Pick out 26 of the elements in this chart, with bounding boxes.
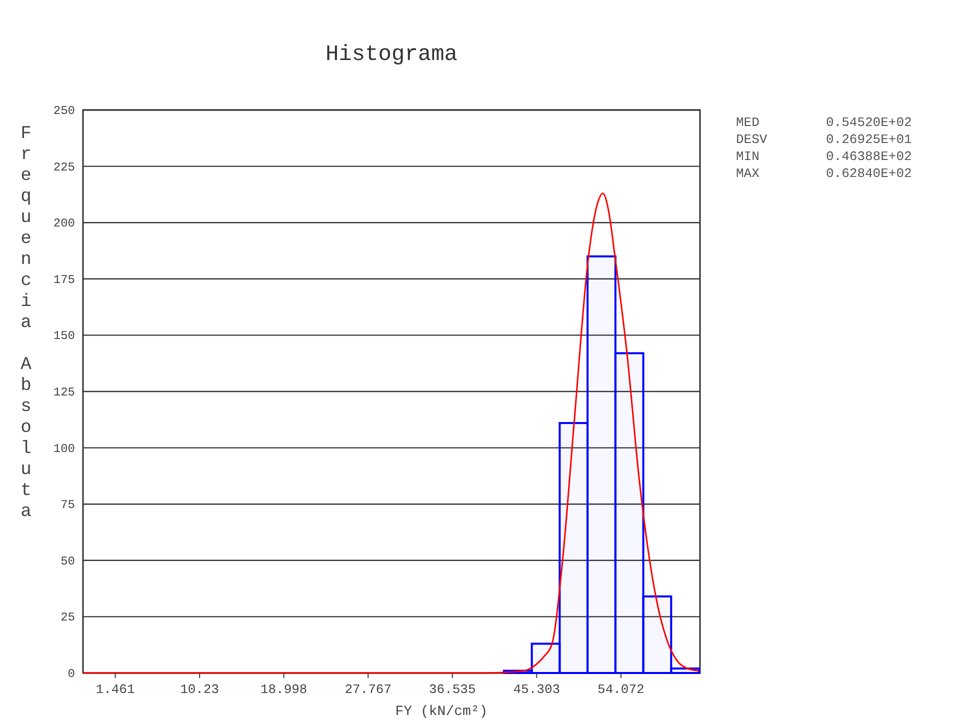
text: Frequencia Absoluta <box>20 124 32 522</box>
line-series <box>82 192 700 674</box>
y-tick-label: 100 <box>53 442 75 456</box>
y-tick-label: 25 <box>60 610 75 625</box>
x-tick-label: 27.767 <box>344 682 392 697</box>
text: MIN 0.46388E+02 <box>736 149 912 164</box>
y-tick-label: 0 <box>68 667 75 681</box>
y-tick-label: 75 <box>60 498 75 512</box>
y-tick-label: 225 <box>53 160 75 174</box>
y-tick-label: 175 <box>53 272 75 287</box>
x-tick-label: 45.303 <box>513 682 560 697</box>
text: MAX 0.62840E+02 <box>736 166 912 181</box>
x-tick-label: 1.461 <box>96 682 135 697</box>
y-tick-label: 200 <box>53 216 75 231</box>
x-tick-label: 36.535 <box>428 682 476 697</box>
x-tick-label: 10.23 <box>180 682 220 697</box>
y-tick-label: 125 <box>53 386 75 400</box>
text: DESV 0.26925E+01 <box>736 132 912 147</box>
y-tick-label: 50 <box>60 554 75 568</box>
x-tick-label: 18.998 <box>260 682 308 697</box>
y-tick-label: 250 <box>53 104 75 118</box>
chart-title: Histograma <box>325 42 458 67</box>
x-tick-label: 54.072 <box>598 682 644 697</box>
x-axis-title: FY (kN/cm²) <box>395 704 488 720</box>
y-tick-label: 150 <box>53 329 75 344</box>
text: MED 0.54520E+02 <box>736 115 912 130</box>
